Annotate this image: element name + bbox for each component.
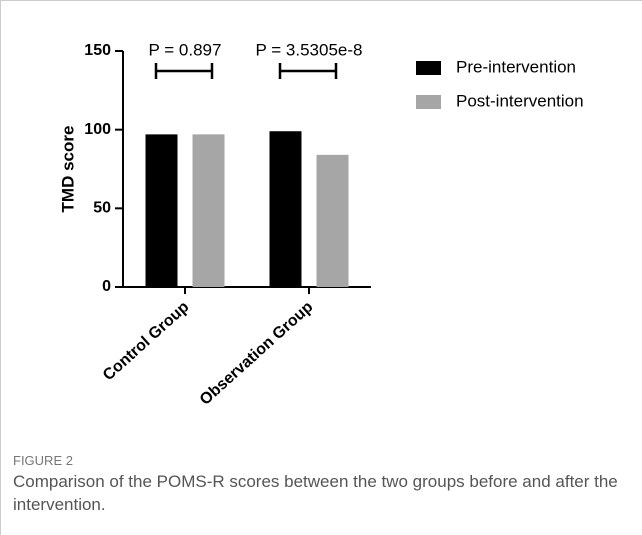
y-tick-label: 50 xyxy=(93,200,111,217)
p-value-label: P = 0.897 xyxy=(149,40,222,59)
y-tick-label: 150 xyxy=(84,42,111,59)
legend-swatch xyxy=(416,95,441,109)
y-tick-label: 100 xyxy=(84,121,111,138)
figure-label: FIGURE 2 xyxy=(13,453,73,468)
bar xyxy=(192,134,225,287)
significance-bracket xyxy=(154,63,214,79)
p-value-label: P = 3.5305e-8 xyxy=(256,40,363,59)
y-axis-label: TMD score xyxy=(58,126,77,213)
figure-caption: Comparison of the POMS-R scores between … xyxy=(13,472,618,514)
legend-label: Pre-intervention xyxy=(456,57,576,76)
x-tick-label: Control Group xyxy=(100,298,193,384)
significance-bracket xyxy=(278,63,338,79)
y-tick-label: 0 xyxy=(102,278,111,295)
bar xyxy=(269,131,302,287)
chart: TMD score 0 50 100 150 Control Group Observat… xyxy=(58,40,584,408)
legend-label: Post-intervention xyxy=(456,91,584,110)
bar xyxy=(145,134,178,287)
legend-swatch xyxy=(416,61,441,75)
x-tick-label: Observation Group xyxy=(197,298,317,408)
bar xyxy=(316,154,349,287)
